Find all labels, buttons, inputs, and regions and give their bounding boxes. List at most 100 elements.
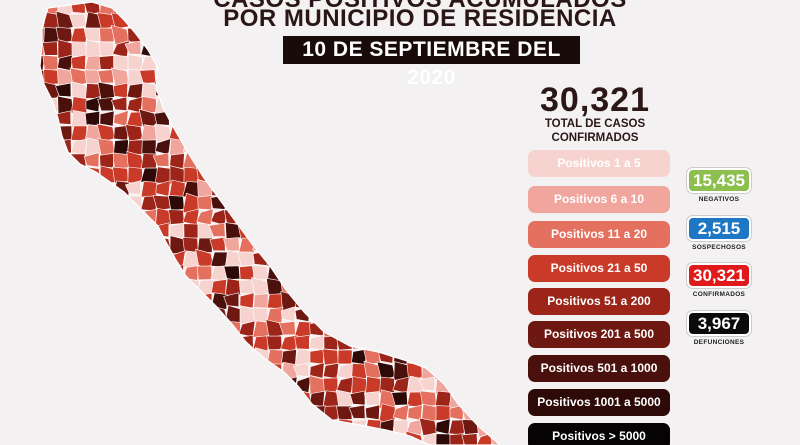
municipality-area xyxy=(239,292,255,309)
municipality-area xyxy=(421,293,437,309)
municipality-area xyxy=(491,180,500,198)
municipality-area xyxy=(435,250,451,267)
municipality-area xyxy=(266,335,283,351)
municipality-area xyxy=(420,180,438,198)
municipality-area xyxy=(70,54,86,70)
municipality-area xyxy=(251,390,268,406)
municipality-area xyxy=(322,222,340,240)
municipality-area xyxy=(43,405,59,421)
municipality-area xyxy=(392,180,410,198)
municipality-area xyxy=(98,349,116,366)
municipality-area xyxy=(335,432,353,445)
municipality-area xyxy=(224,181,242,198)
municipality-area xyxy=(462,362,480,380)
municipality-area xyxy=(225,95,242,115)
municipality-area xyxy=(321,123,340,143)
municipality-area xyxy=(98,404,116,422)
municipality-area xyxy=(252,405,269,422)
municipality-area xyxy=(321,111,339,126)
municipality-area xyxy=(112,377,130,394)
municipality-area xyxy=(238,403,256,423)
municipality-area xyxy=(211,279,227,295)
municipality-area xyxy=(307,166,325,184)
municipality-area xyxy=(504,391,520,406)
municipality-area xyxy=(182,333,200,353)
municipality-area xyxy=(280,139,298,156)
municipality-area xyxy=(71,109,88,129)
municipality-area xyxy=(138,418,156,433)
municipality-area xyxy=(448,180,464,196)
municipality-area xyxy=(138,251,156,266)
municipality-area xyxy=(112,390,130,408)
municipality-area xyxy=(182,346,200,368)
municipality-area xyxy=(336,123,354,143)
municipality-area xyxy=(223,265,241,281)
municipality-area xyxy=(169,222,185,239)
municipality-area xyxy=(308,82,326,100)
municipality-area xyxy=(54,418,71,434)
municipality-area xyxy=(419,390,437,408)
municipality-area xyxy=(294,293,312,310)
municipality-area xyxy=(420,222,436,238)
municipality-area xyxy=(378,192,396,214)
municipality-area xyxy=(55,332,74,354)
municipality-area xyxy=(336,152,352,168)
municipality-area xyxy=(320,293,339,309)
municipality-area xyxy=(125,124,144,142)
municipality-area xyxy=(141,305,158,325)
municipality-area xyxy=(309,222,325,239)
municipality-area xyxy=(474,166,492,181)
municipality-area xyxy=(42,292,60,310)
municipality-area xyxy=(99,376,115,393)
municipality-area xyxy=(449,293,465,309)
municipality-area xyxy=(71,389,88,409)
municipality-area xyxy=(224,83,240,98)
municipality-area xyxy=(490,193,500,213)
municipality-area xyxy=(197,418,213,435)
municipality-area xyxy=(364,334,382,352)
municipality-area xyxy=(183,293,199,309)
municipality-area xyxy=(155,418,171,435)
municipality-area xyxy=(266,83,284,100)
municipality-area xyxy=(447,223,465,239)
municipality-area xyxy=(505,137,520,157)
municipality-area xyxy=(70,180,86,196)
municipality-area xyxy=(40,390,58,405)
municipality-area xyxy=(113,320,129,338)
municipality-area xyxy=(505,419,519,434)
municipality-area xyxy=(209,419,227,435)
municipality-area xyxy=(83,292,102,310)
municipality-area xyxy=(504,264,520,282)
municipality-area xyxy=(336,237,353,253)
municipality-area xyxy=(238,82,256,100)
legend-item-51-200: Positivos 51 a 200 xyxy=(528,288,670,315)
municipality-area xyxy=(476,125,494,142)
municipality-area xyxy=(447,152,464,168)
municipality-area xyxy=(85,362,101,379)
municipality-area xyxy=(434,222,452,240)
municipality-area xyxy=(197,97,213,113)
municipality-area xyxy=(279,167,297,183)
municipality-area xyxy=(460,209,479,225)
municipality-area xyxy=(379,153,395,169)
municipality-area xyxy=(196,122,214,144)
municipality-area xyxy=(323,236,339,253)
municipality-area xyxy=(295,278,311,295)
municipality-area xyxy=(225,152,241,169)
municipality-area xyxy=(127,418,142,434)
municipality-area xyxy=(57,278,73,295)
municipality-area xyxy=(490,293,500,310)
date-banner: 10 DE SEPTIEMBRE DEL 2020 xyxy=(283,36,580,89)
state-outline xyxy=(39,1,501,445)
municipality-area xyxy=(461,264,479,282)
municipality-area xyxy=(168,81,186,101)
municipality-area xyxy=(391,265,409,280)
municipality-area xyxy=(140,180,158,198)
municipality-area xyxy=(364,139,380,154)
municipality-area xyxy=(40,374,46,396)
municipality-area xyxy=(40,109,46,129)
municipality-area xyxy=(113,139,129,155)
municipality-area xyxy=(253,55,269,71)
municipality-area xyxy=(153,265,170,280)
municipality-area xyxy=(489,208,500,226)
